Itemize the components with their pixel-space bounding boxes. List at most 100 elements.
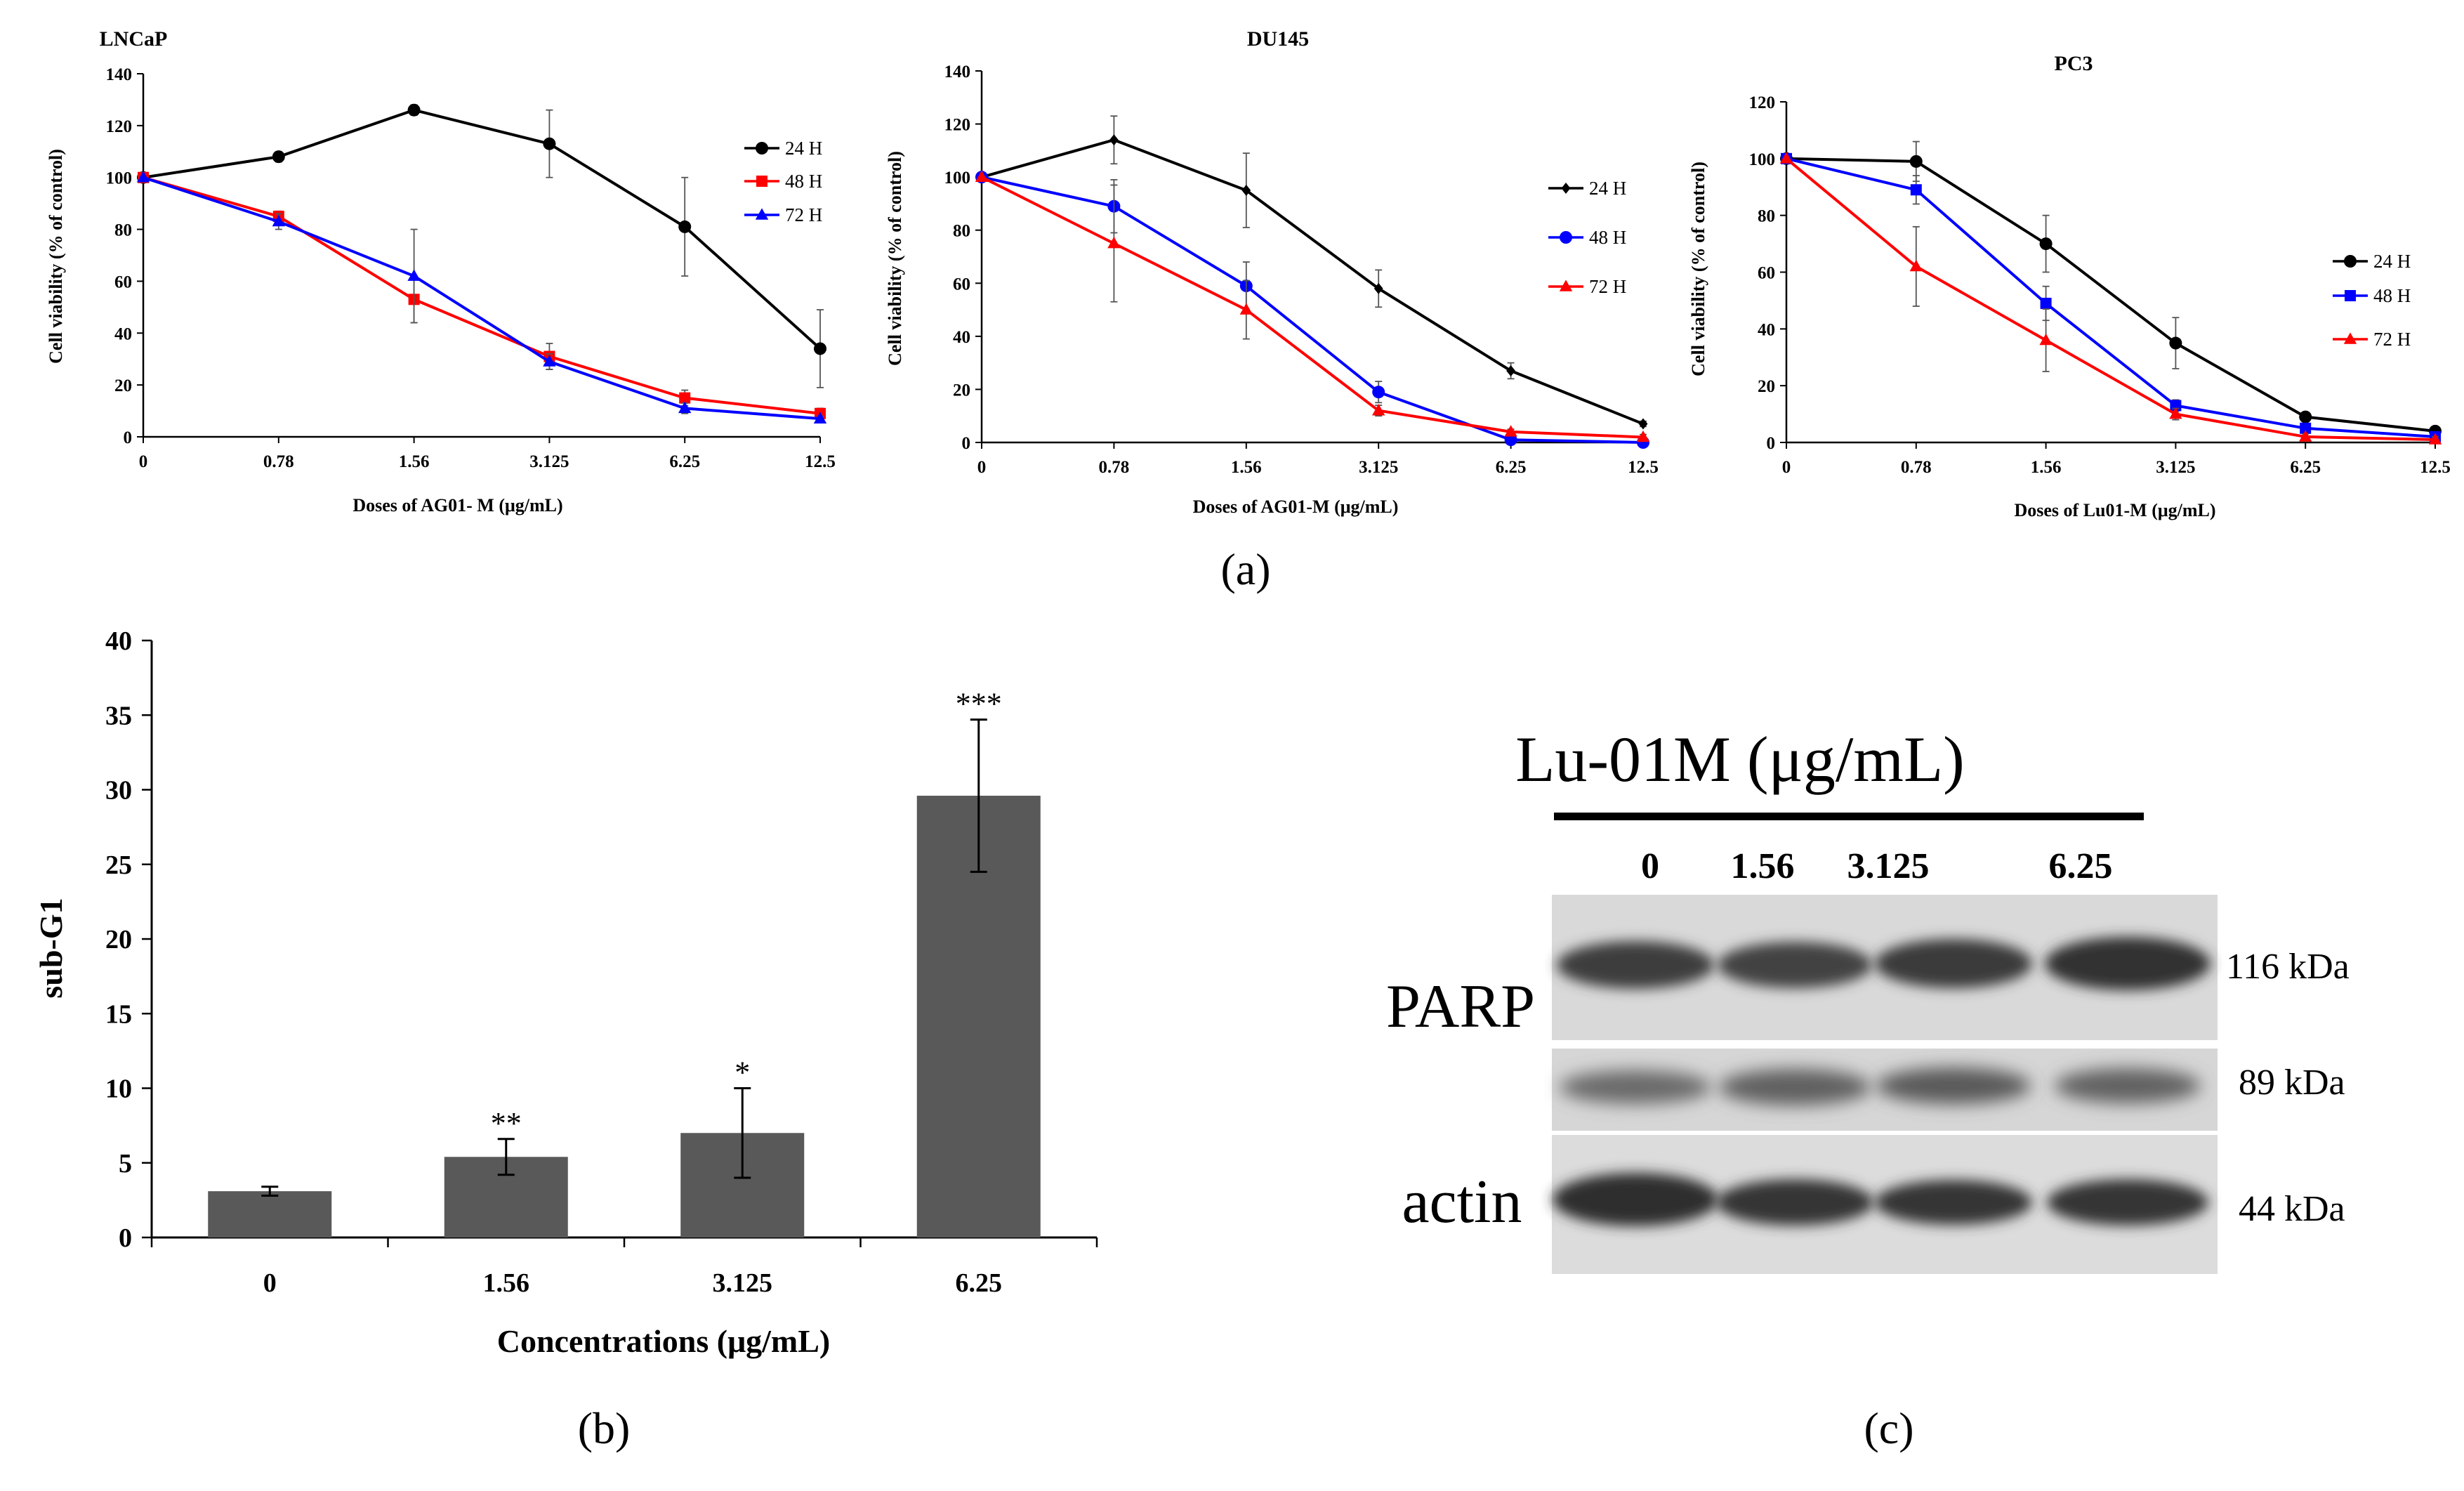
y-ticks: 0 20 40 60 80 100 120 140: [106, 65, 143, 447]
data-point: [543, 137, 556, 150]
data-point: [272, 214, 285, 227]
legend-label: 24 H: [1589, 178, 1626, 199]
data-point: [2169, 407, 2182, 419]
blot-header: Lu-01M (μg/mL): [1515, 723, 1965, 795]
data-point: [755, 208, 769, 220]
y-tick-label: 5: [119, 1149, 132, 1178]
y-axis-label: Cell viability (% of control): [46, 149, 66, 364]
legend-item: 72 H: [2333, 329, 2411, 350]
x-tick-label: 0: [977, 458, 987, 477]
legend: 24 H 48 H 72 H: [744, 138, 822, 225]
blot-strip-actin: [1552, 1135, 2218, 1274]
series-72h: [1779, 152, 2442, 445]
y-ticks: 0 20 40 60 80 100 120 140: [944, 63, 982, 453]
series-48h: [1781, 152, 2441, 442]
series-line: [1785, 157, 2436, 441]
data-point: [1561, 183, 1571, 194]
blot-strip-parp-89: [1552, 1049, 2218, 1131]
lane-label: 6.25: [2049, 846, 2113, 886]
chart-title: LNCaP: [100, 27, 168, 51]
x-tick-label: 0.78: [1901, 458, 1932, 477]
significance-label: ***: [956, 687, 1002, 721]
legend-item: 72 H: [744, 204, 822, 225]
data-point: [2039, 333, 2053, 346]
chart-title: DU145: [1247, 27, 1309, 51]
y-tick-label: 100: [944, 169, 971, 188]
data-point: [1779, 152, 1793, 164]
y-tick-label: 80: [114, 221, 132, 240]
y-tick-label: 60: [953, 275, 970, 294]
y-tick-label: 100: [106, 169, 133, 188]
y-tick-label: 80: [953, 222, 970, 241]
band: [1719, 1069, 1871, 1105]
x-tick-label: 0: [1782, 458, 1791, 477]
band: [1560, 1070, 1711, 1104]
data-point: [272, 150, 285, 164]
chart-title: PC3: [2055, 52, 2093, 75]
x-tick-label: 1.56: [483, 1268, 530, 1298]
data-point: [975, 170, 989, 182]
x-tick-label: 1.56: [1231, 458, 1262, 477]
y-tick-label: 20: [953, 381, 970, 400]
plot-area: ******: [150, 641, 1097, 1239]
data-point: [2345, 290, 2356, 301]
pc3-chart: PC3 0 20 40 60 80 100 120 0 0.78 1.56 3.125 6.25 12…: [1688, 52, 2451, 520]
data-point: [407, 103, 421, 117]
bar: [208, 1191, 332, 1237]
y-tick-label: 100: [1749, 150, 1776, 169]
plot-area: [136, 74, 827, 438]
x-tick-label: 1.56: [2031, 458, 2062, 477]
series-line: [981, 176, 1644, 439]
series-line: [1786, 157, 2436, 433]
data-point: [2169, 336, 2182, 350]
data-point: [2040, 297, 2052, 309]
series-line: [143, 176, 821, 415]
kda-label: 89 kDa: [2239, 1063, 2345, 1103]
band: [1553, 1173, 1718, 1226]
legend-label: 48 H: [785, 171, 822, 192]
band: [1557, 941, 1714, 989]
data-point: [1109, 134, 1119, 146]
y-tick-label: 120: [106, 117, 133, 136]
x-tick-label: 12.5: [2420, 458, 2451, 477]
y-tick-label: 20: [105, 925, 132, 954]
header-bar: [1554, 813, 2144, 820]
plot-area: [1779, 102, 2442, 445]
data-point: [2343, 332, 2357, 344]
data-point: [2299, 430, 2312, 442]
data-point: [814, 342, 826, 355]
legend: 24 H 48 H 72 H: [1548, 178, 1626, 297]
legend-item: 24 H: [1548, 178, 1626, 199]
significance-label: **: [491, 1106, 522, 1141]
x-tick-label: 3.125: [713, 1268, 773, 1298]
lane-label: 0: [1641, 846, 1659, 886]
data-point: [136, 171, 150, 183]
x-ticks: 0 0.78 1.56 3.125 6.25 12.5: [139, 437, 836, 471]
x-tick-label: 1.56: [399, 452, 430, 471]
blot-strip-parp-116: [1552, 895, 2218, 1040]
du145-chart: DU145 0 20 40 60 80 100 120 140 0 0.78 1.56 3.125 6…: [885, 27, 1659, 517]
legend-item: 48 H: [1548, 227, 1626, 248]
data-point: [1107, 237, 1121, 249]
y-tick-label: 10: [105, 1075, 132, 1104]
x-axis-label: Doses of AG01-M (μg/mL): [1193, 497, 1399, 517]
y-tick-label: 120: [944, 116, 971, 135]
protein-label-actin: actin: [1402, 1168, 1522, 1236]
series-24h: [137, 103, 826, 388]
data-point: [2299, 410, 2312, 423]
band: [1876, 1068, 2031, 1104]
plot-area: [975, 71, 1650, 449]
series-line: [1786, 157, 2436, 438]
x-tick-label: 6.25: [1496, 458, 1527, 477]
lane-label: 3.125: [1847, 846, 1930, 886]
band: [1718, 942, 1872, 988]
legend-label: 72 H: [2373, 329, 2411, 350]
data-point: [543, 355, 556, 367]
x-tick-label: 0.78: [1099, 458, 1130, 477]
band: [2045, 937, 2211, 990]
y-tick-label: 30: [105, 776, 132, 806]
x-tick-label: 0: [263, 1268, 277, 1298]
band: [2047, 1179, 2208, 1226]
series-48h: [975, 171, 1649, 449]
